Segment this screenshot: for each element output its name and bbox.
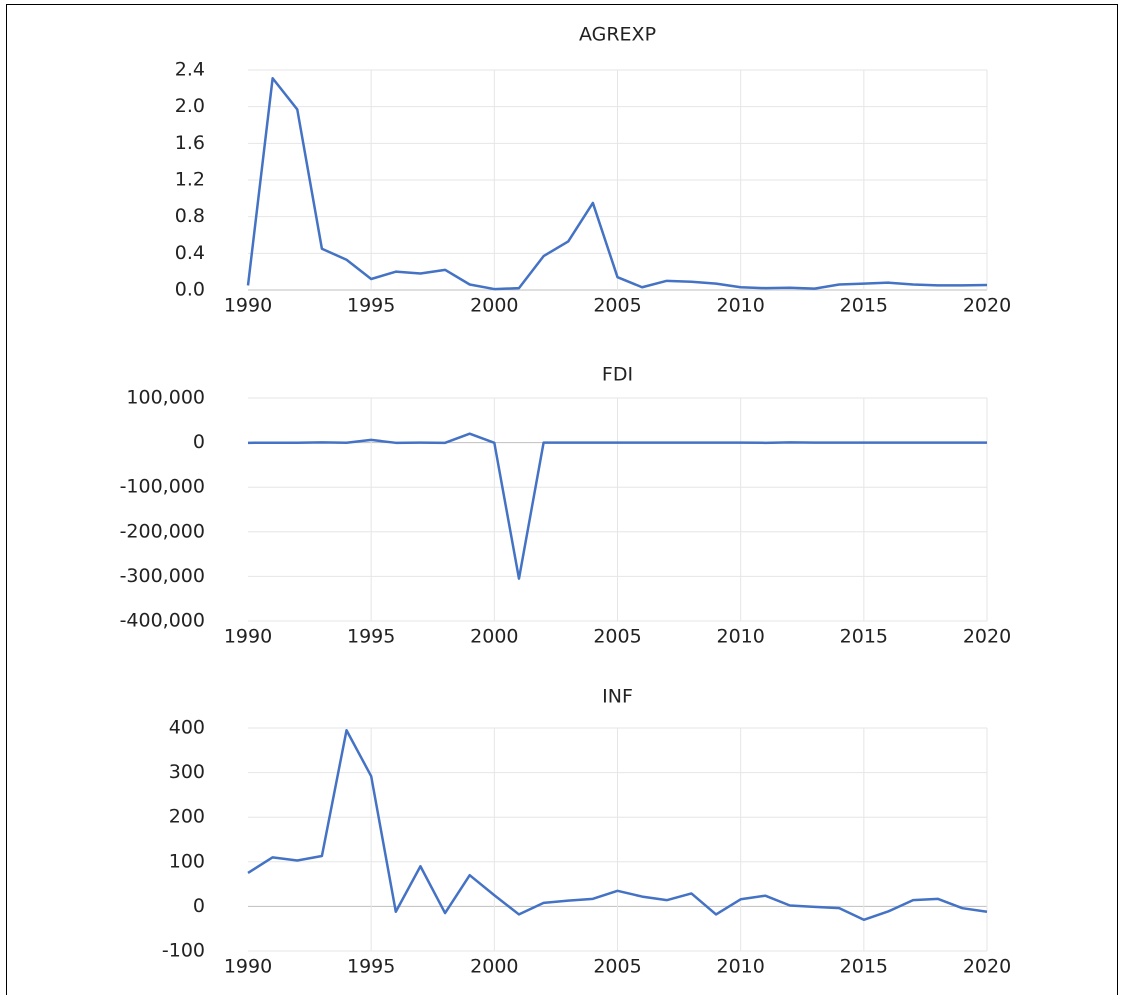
- y-tick-label: 1.2: [175, 169, 205, 191]
- y-tick-label: 200: [169, 806, 205, 828]
- x-tick-label: 2000: [470, 626, 518, 648]
- y-tick-label: 0.4: [175, 242, 205, 264]
- y-tick-label: 400: [169, 717, 205, 739]
- x-tick-label: 1990: [224, 626, 272, 648]
- chart-title: FDI: [602, 364, 633, 386]
- chart-title: AGREXP: [579, 24, 656, 46]
- x-tick-label: 2015: [840, 956, 888, 978]
- x-tick-label: 2020: [963, 295, 1011, 317]
- y-tick-label: -400,000: [120, 610, 205, 632]
- y-tick-label: 100: [169, 850, 205, 872]
- x-tick-label: 2005: [593, 626, 641, 648]
- x-tick-label: 2010: [716, 956, 764, 978]
- y-tick-label: 2.4: [175, 59, 205, 81]
- x-tick-label: 1995: [347, 626, 395, 648]
- x-tick-label: 1995: [347, 956, 395, 978]
- x-tick-label: 2015: [840, 626, 888, 648]
- x-tick-label: 2015: [840, 295, 888, 317]
- y-tick-label: 0: [193, 431, 205, 453]
- y-tick-label: 0.8: [175, 205, 205, 227]
- data-line: [247, 432, 987, 580]
- chart-title: INF: [602, 686, 633, 708]
- x-tick-label: 2000: [470, 295, 518, 317]
- x-tick-label: 2020: [963, 956, 1011, 978]
- x-tick-label: 1990: [224, 956, 272, 978]
- y-tick-label: -100: [162, 940, 205, 962]
- x-tick-label: 2020: [963, 626, 1011, 648]
- data-line: [247, 728, 988, 922]
- y-tick-label: -100,000: [120, 476, 205, 498]
- y-tick-label: 0.0: [175, 279, 205, 301]
- y-tick-label: 100,000: [126, 387, 205, 409]
- y-tick-label: 300: [169, 761, 205, 783]
- x-tick-label: 1990: [224, 295, 272, 317]
- x-tick-label: 2005: [593, 956, 641, 978]
- y-tick-label: 0: [193, 895, 205, 917]
- x-tick-label: 2010: [716, 295, 764, 317]
- y-tick-label: 2.0: [175, 95, 205, 117]
- x-tick-label: 2000: [470, 956, 518, 978]
- data-line: [246, 77, 988, 291]
- y-tick-label: -200,000: [120, 520, 205, 542]
- y-tick-label: 1.6: [175, 132, 205, 154]
- x-tick-label: 2005: [593, 295, 641, 317]
- y-tick-label: -300,000: [120, 565, 205, 587]
- x-tick-label: 1995: [347, 295, 395, 317]
- x-tick-label: 2010: [716, 626, 764, 648]
- frame: [6, 4, 1118, 995]
